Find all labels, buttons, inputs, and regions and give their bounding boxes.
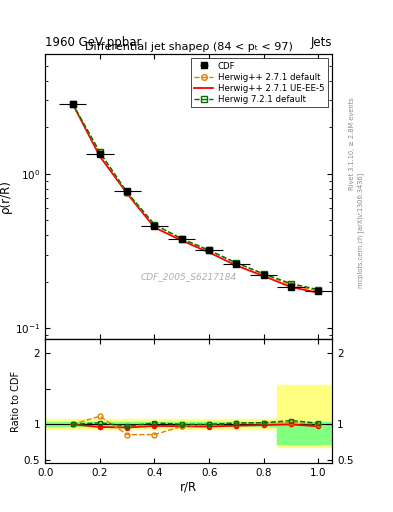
Bar (45, 419, 277, 430)
Herwig 7.2.1 default (180, 236, 184, 242)
Herwig 7.2.1 default (70, 101, 75, 107)
Herwig++ 2.7.1 default (316, 288, 321, 294)
X-axis label: r/R: r/R (180, 481, 197, 494)
Herwig 7.2.1 default (261, 271, 266, 277)
Herwig 7.2.1 default (316, 287, 321, 293)
Text: CDF_2005_S6217184: CDF_2005_S6217184 (141, 272, 237, 281)
Text: Jets: Jets (310, 36, 332, 49)
Y-axis label: ρ(r/R): ρ(r/R) (0, 180, 12, 214)
Herwig++ 2.7.1 UE-EE-5 (289, 284, 294, 290)
Herwig++ 2.7.1 UE-EE-5 (70, 101, 75, 107)
Herwig 7.2.1 default (97, 150, 102, 156)
Line: Herwig++ 2.7.1 UE-EE-5: Herwig++ 2.7.1 UE-EE-5 (73, 104, 318, 293)
Title: Differential jet shapeρ (84 < pₜ < 97): Differential jet shapeρ (84 < pₜ < 97) (85, 41, 292, 52)
Line: Herwig 7.2.1 default: Herwig 7.2.1 default (70, 101, 321, 292)
Herwig++ 2.7.1 UE-EE-5 (152, 224, 157, 230)
Bar (45, 422, 277, 426)
Herwig++ 2.7.1 UE-EE-5 (207, 249, 211, 255)
Herwig++ 2.7.1 default (97, 150, 102, 156)
Herwig 7.2.1 default (234, 260, 239, 266)
Herwig++ 2.7.1 default (234, 260, 239, 266)
Herwig 7.2.1 default (125, 189, 130, 196)
Text: Rivet 3.1.10, ≥ 2.8M events: Rivet 3.1.10, ≥ 2.8M events (349, 97, 355, 190)
Herwig++ 2.7.1 UE-EE-5 (97, 153, 102, 159)
Text: 1960 GeV ppbar: 1960 GeV ppbar (45, 36, 142, 49)
Text: mcplots.cern.ch [arXiv:1306.3436]: mcplots.cern.ch [arXiv:1306.3436] (357, 173, 364, 288)
Herwig++ 2.7.1 default (261, 271, 266, 277)
Herwig++ 2.7.1 default (70, 101, 75, 107)
Herwig++ 2.7.1 default (207, 247, 211, 253)
Legend: CDF, Herwig++ 2.7.1 default, Herwig++ 2.7.1 UE-EE-5, Herwig 7.2.1 default: CDF, Herwig++ 2.7.1 default, Herwig++ 2.… (191, 58, 328, 108)
Y-axis label: Ratio to CDF: Ratio to CDF (11, 371, 21, 432)
Herwig++ 2.7.1 UE-EE-5 (261, 273, 266, 279)
Herwig++ 2.7.1 default (180, 236, 184, 242)
Herwig++ 2.7.1 UE-EE-5 (125, 190, 130, 197)
Herwig 7.2.1 default (207, 247, 211, 253)
Herwig++ 2.7.1 default (152, 222, 157, 228)
Line: Herwig++ 2.7.1 default: Herwig++ 2.7.1 default (70, 101, 321, 293)
Herwig 7.2.1 default (289, 281, 294, 287)
Herwig++ 2.7.1 UE-EE-5 (316, 290, 321, 296)
Herwig++ 2.7.1 UE-EE-5 (180, 238, 184, 244)
Herwig++ 2.7.1 default (125, 190, 130, 196)
Herwig 7.2.1 default (152, 222, 157, 228)
Herwig++ 2.7.1 UE-EE-5 (234, 263, 239, 269)
Herwig++ 2.7.1 default (289, 282, 294, 288)
